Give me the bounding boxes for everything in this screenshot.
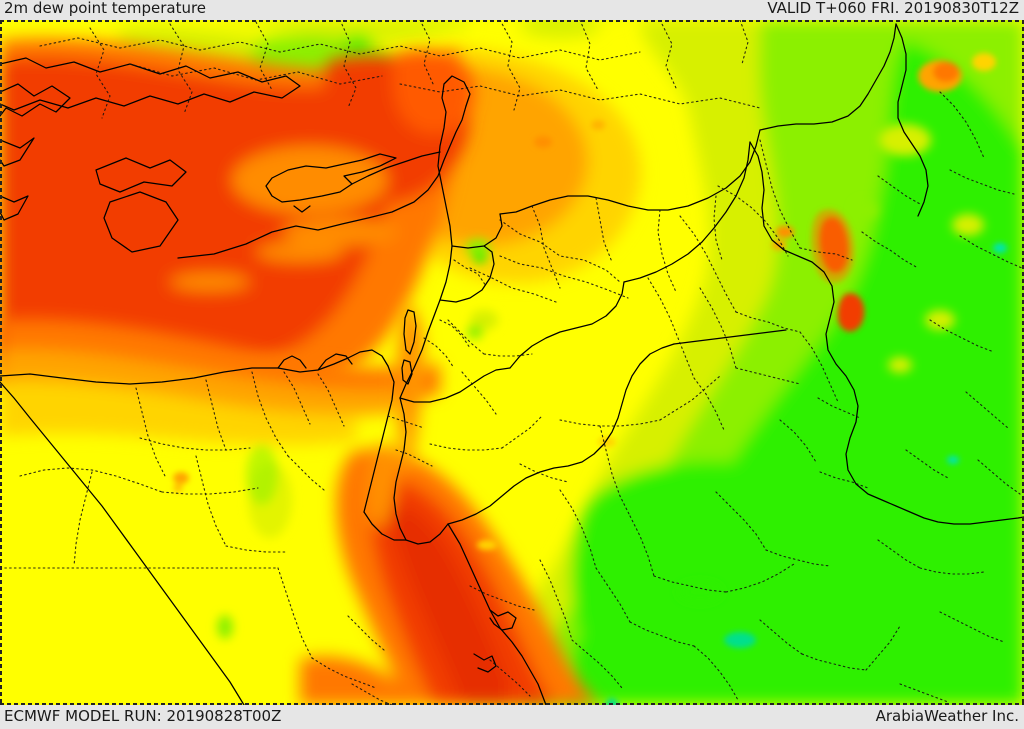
provider-credit-label: ArabiaWeather Inc. xyxy=(875,707,1019,725)
field-local-maxima xyxy=(173,53,996,550)
dew-point-map-canvas[interactable] xyxy=(0,20,1024,705)
dew-point-contour-field xyxy=(0,20,1024,705)
field-green-intrusions xyxy=(678,124,984,602)
field-band-orange-north-africa xyxy=(0,318,440,445)
map-admin-boundaries xyxy=(0,20,1023,705)
valid-time-label: VALID T+060 FRI. 20190830T12Z xyxy=(767,0,1019,17)
model-run-label: ECMWF MODEL RUN: 20190828T00Z xyxy=(4,707,282,725)
page-title: 2m dew point temperature xyxy=(4,0,207,17)
field-band-red-sea xyxy=(300,306,600,705)
header-bar: 2m dew point temperature VALID T+060 FRI… xyxy=(0,0,1024,20)
map-coastlines xyxy=(0,23,1024,705)
field-local-minima-levant xyxy=(217,239,498,639)
field-band-green xyxy=(470,20,1024,705)
field-band-teal-minimum xyxy=(605,243,1007,705)
footer-bar: ECMWF MODEL RUN: 20190828T00Z ArabiaWeat… xyxy=(0,705,1024,729)
